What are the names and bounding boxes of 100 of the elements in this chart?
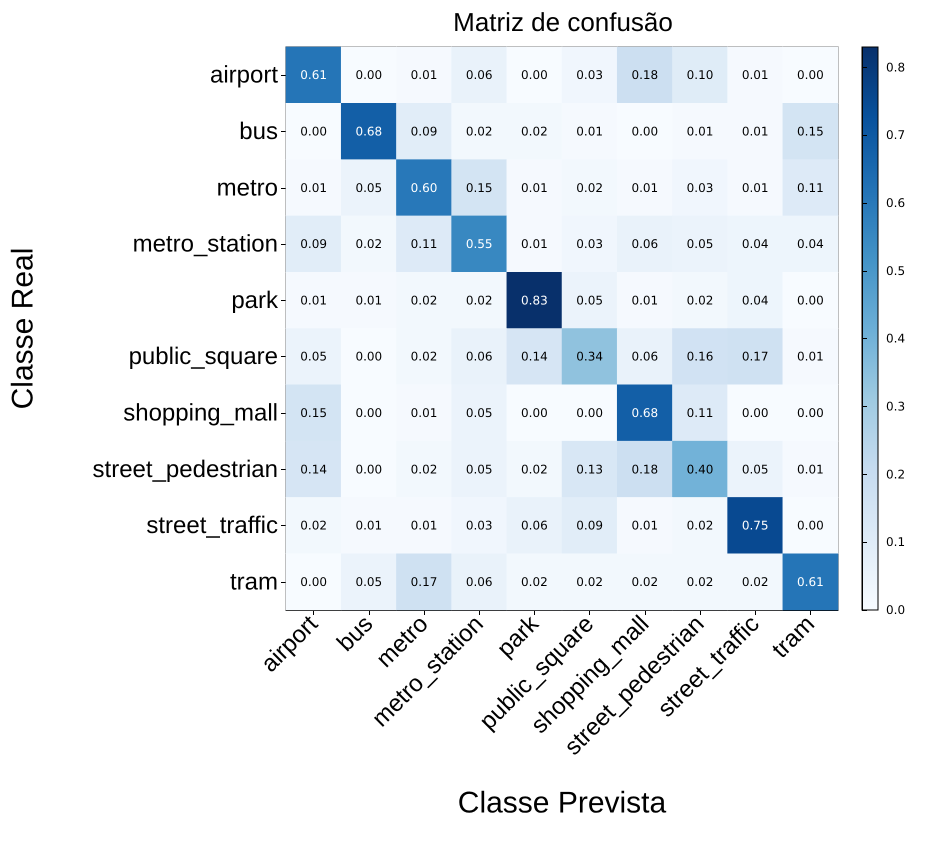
data-label: 0.06 xyxy=(466,350,493,364)
data-label: 0.01 xyxy=(410,406,438,420)
data-label: 0.00 xyxy=(742,406,769,420)
data-label: 0.00 xyxy=(355,68,382,82)
data-label: 0.13 xyxy=(576,462,603,476)
color-bar-label: 0.7 xyxy=(886,128,906,142)
data-label: 0.09 xyxy=(410,124,438,138)
y-tick-label: metro_station xyxy=(132,230,278,258)
data-label: 0.01 xyxy=(797,462,824,476)
data-label: 0.06 xyxy=(631,237,658,252)
data-label: 0.02 xyxy=(576,180,603,195)
data-label: 0.03 xyxy=(466,518,493,533)
data-label: 0.02 xyxy=(355,237,382,252)
data-label: 0.83 xyxy=(521,293,548,308)
data-label: 0.02 xyxy=(686,293,714,308)
data-label: 0.01 xyxy=(300,293,327,308)
data-label: 0.18 xyxy=(631,68,658,82)
data-label: 0.05 xyxy=(300,350,327,364)
x-axis-title: Classe Prevista xyxy=(458,786,667,820)
data-label: 0.09 xyxy=(576,518,603,533)
data-label: 0.16 xyxy=(686,350,714,364)
data-label: 0.01 xyxy=(742,124,769,138)
y-tick-label: airport xyxy=(210,62,278,89)
data-label: 0.00 xyxy=(797,406,824,420)
data-label: 0.02 xyxy=(410,462,438,476)
data-label: 0.00 xyxy=(631,124,658,138)
data-label: 0.05 xyxy=(466,406,493,420)
y-tick-label: bus xyxy=(239,118,278,145)
data-label: 0.00 xyxy=(797,68,824,82)
data-label: 0.01 xyxy=(355,518,382,533)
data-label: 0.11 xyxy=(686,406,714,420)
data-label: 0.05 xyxy=(576,293,603,308)
data-label: 0.17 xyxy=(742,350,769,364)
data-label: 0.06 xyxy=(521,518,548,533)
x-tick-label: bus xyxy=(332,610,378,657)
data-label: 0.34 xyxy=(576,350,603,364)
data-label: 0.06 xyxy=(466,68,493,82)
data-label: 0.01 xyxy=(686,124,714,138)
data-label: 0.17 xyxy=(410,574,438,589)
data-label: 0.14 xyxy=(521,350,548,364)
data-label: 0.01 xyxy=(410,518,438,533)
y-axis-title: Classe Real xyxy=(6,248,40,410)
data-label: 0.01 xyxy=(631,180,658,195)
data-label: 0.02 xyxy=(466,293,493,308)
data-label: 0.02 xyxy=(410,293,438,308)
data-label: 0.00 xyxy=(521,406,548,420)
data-label: 0.02 xyxy=(521,574,548,589)
data-label: 0.00 xyxy=(355,350,382,364)
data-label: 0.02 xyxy=(742,574,769,589)
y-tick-label: street_traffic xyxy=(146,512,278,540)
data-label: 0.06 xyxy=(631,350,658,364)
data-label: 0.68 xyxy=(631,406,658,420)
data-label: 0.01 xyxy=(631,293,658,308)
data-label: 0.02 xyxy=(300,518,327,533)
chart-title: Matriz de confusão xyxy=(453,7,673,37)
data-label: 0.11 xyxy=(410,237,438,252)
data-label: 0.05 xyxy=(742,462,769,476)
data-label: 0.04 xyxy=(742,237,769,252)
data-label: 0.02 xyxy=(631,574,658,589)
data-label: 0.00 xyxy=(300,124,327,138)
data-label: 0.01 xyxy=(300,180,327,195)
data-label: 0.09 xyxy=(300,237,327,252)
data-label: 0.01 xyxy=(521,237,548,252)
data-label: 0.02 xyxy=(521,462,548,476)
data-label: 0.01 xyxy=(355,293,382,308)
data-label: 0.00 xyxy=(355,462,382,476)
data-label: 0.02 xyxy=(521,124,548,138)
data-label: 0.00 xyxy=(521,68,548,82)
data-label: 0.15 xyxy=(466,180,493,195)
color-bar-label: 0.2 xyxy=(886,467,906,482)
data-label: 0.03 xyxy=(686,180,714,195)
data-label: 0.00 xyxy=(797,518,824,533)
data-label: 0.01 xyxy=(576,124,603,138)
data-label: 0.68 xyxy=(355,124,382,138)
y-tick-label: tram xyxy=(230,568,278,596)
data-label: 0.11 xyxy=(797,180,824,195)
data-label: 0.14 xyxy=(300,462,327,476)
data-label: 0.01 xyxy=(742,180,769,195)
data-label: 0.02 xyxy=(576,574,603,589)
color-bar-label: 0.1 xyxy=(886,535,906,550)
data-label: 0.15 xyxy=(300,406,327,420)
data-label: 0.04 xyxy=(742,293,769,308)
data-label: 0.01 xyxy=(521,180,548,195)
y-tick-label: public_square xyxy=(128,343,278,370)
data-label: 0.06 xyxy=(466,574,493,589)
data-label: 0.05 xyxy=(355,180,382,195)
data-label: 0.00 xyxy=(576,406,603,420)
data-label: 0.01 xyxy=(742,68,769,82)
data-label: 0.75 xyxy=(742,518,769,533)
y-tick-label: park xyxy=(231,286,279,314)
data-label: 0.18 xyxy=(631,462,658,476)
data-label: 0.01 xyxy=(410,68,438,82)
data-label: 0.00 xyxy=(355,406,382,420)
color-bar-label: 0.0 xyxy=(886,603,906,617)
y-tick-label: street_pedestrian xyxy=(92,456,278,483)
data-label: 0.00 xyxy=(797,293,824,308)
data-label: 0.55 xyxy=(466,237,493,252)
color-bar-label: 0.3 xyxy=(886,400,906,414)
data-label: 0.02 xyxy=(466,124,493,138)
data-label: 0.15 xyxy=(797,124,824,138)
